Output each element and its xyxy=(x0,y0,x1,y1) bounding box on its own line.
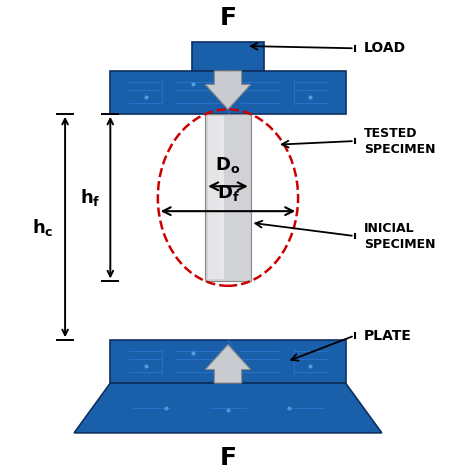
Text: LOAD: LOAD xyxy=(364,41,406,55)
Bar xyxy=(110,340,346,383)
FancyArrow shape xyxy=(205,345,251,383)
Text: TESTED
SPECIMEN: TESTED SPECIMEN xyxy=(364,127,435,155)
Text: $\mathbf{h_c}$: $\mathbf{h_c}$ xyxy=(32,217,54,237)
Text: F: F xyxy=(219,6,237,30)
Bar xyxy=(192,42,264,71)
Bar xyxy=(110,71,346,114)
Text: F: F xyxy=(219,447,237,470)
Text: $\mathbf{h_f}$: $\mathbf{h_f}$ xyxy=(80,187,100,208)
Bar xyxy=(219,116,224,279)
Bar xyxy=(192,383,264,412)
Text: PLATE: PLATE xyxy=(364,328,411,343)
Bar xyxy=(205,114,251,281)
Text: $\mathbf{D_f}$: $\mathbf{D_f}$ xyxy=(217,183,239,203)
Text: INICIAL
SPECIMEN: INICIAL SPECIMEN xyxy=(364,221,435,251)
FancyArrow shape xyxy=(205,71,251,109)
Text: $\mathbf{D_o}$: $\mathbf{D_o}$ xyxy=(215,155,241,175)
Bar xyxy=(208,116,219,279)
Polygon shape xyxy=(74,383,382,433)
